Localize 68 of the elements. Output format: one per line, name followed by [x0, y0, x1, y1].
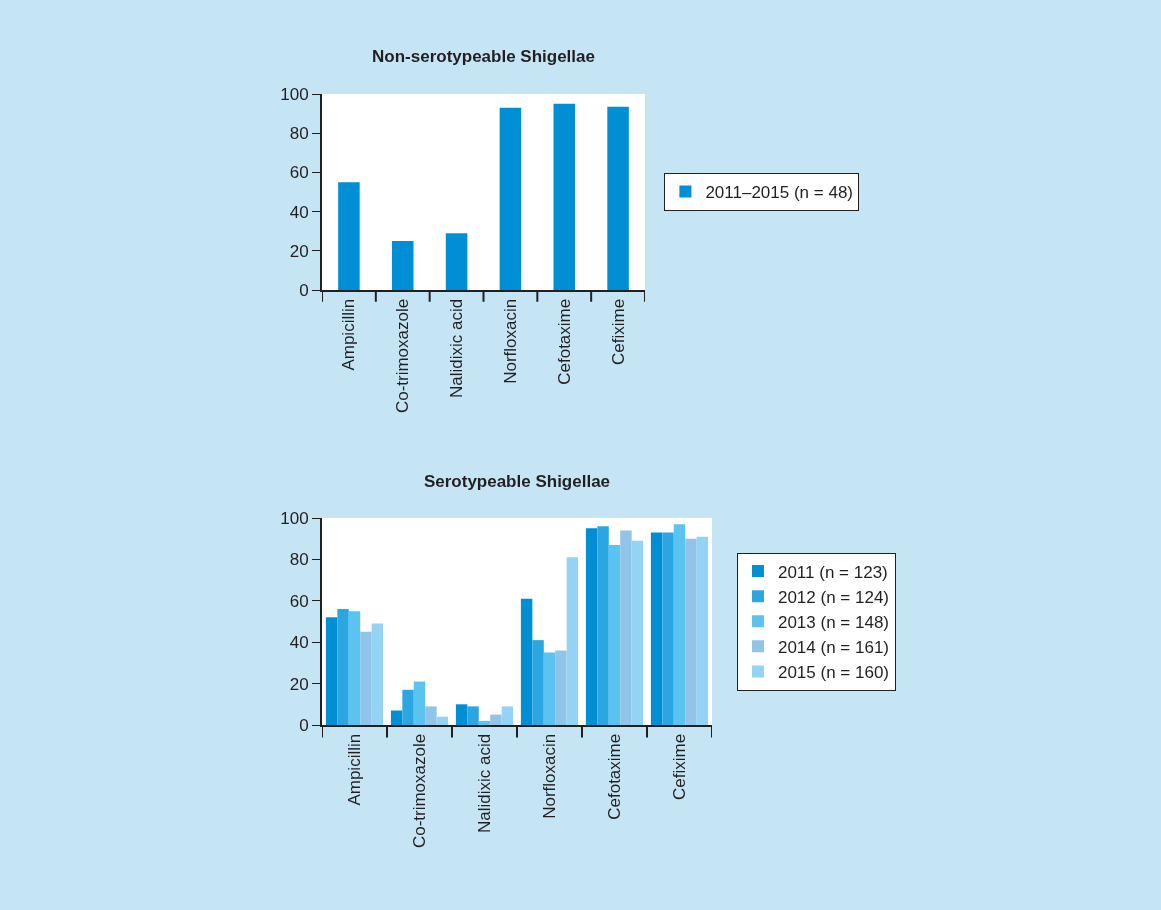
- bar: [555, 650, 567, 725]
- bar: [620, 530, 632, 725]
- bar: [348, 611, 361, 725]
- x-tick-label: Cefixime: [670, 733, 690, 800]
- legend-label: 2012 (n = 124): [777, 587, 890, 607]
- bar: [436, 716, 449, 725]
- y-tick-label: 0: [299, 715, 309, 735]
- chart-title: Non-serotypeable Shigellae: [372, 46, 595, 66]
- bar: [673, 524, 686, 725]
- bar: [685, 538, 697, 725]
- x-tick-label: Co-trimoxazole: [393, 298, 413, 414]
- bar: [608, 544, 621, 725]
- x-tick-label: Cefotaxime: [554, 298, 574, 385]
- x-tick-label: Cefixime: [608, 298, 628, 365]
- x-tick-label: Ampicillin: [339, 298, 359, 371]
- bar: [325, 617, 338, 725]
- bar: [445, 233, 468, 290]
- bar: [543, 652, 556, 725]
- bar: [585, 528, 598, 725]
- bar: [390, 710, 403, 725]
- bar: [597, 526, 609, 725]
- bar: [501, 706, 514, 725]
- bar: [338, 182, 360, 290]
- bar: [532, 640, 544, 725]
- y-tick-label: 60: [289, 591, 309, 611]
- y-tick-label: 80: [289, 124, 309, 144]
- bar: [425, 706, 437, 725]
- y-tick-label: 100: [280, 508, 309, 528]
- x-tick-label: Nalidixic acid: [447, 298, 467, 398]
- bar: [490, 714, 502, 725]
- bar: [337, 609, 349, 725]
- x-tick-label: Cefotaxime: [605, 733, 625, 820]
- bar: [499, 107, 522, 290]
- legend-label: 2014 (n = 161): [777, 637, 890, 657]
- y-tick-label: 40: [289, 202, 309, 222]
- legend-label: 2013 (n = 148): [777, 612, 890, 632]
- bar: [520, 598, 533, 725]
- bar: [467, 706, 479, 725]
- y-tick-label: 40: [289, 633, 309, 653]
- bar: [566, 557, 579, 725]
- bar: [360, 631, 372, 725]
- bar: [371, 623, 384, 725]
- bar: [413, 681, 426, 725]
- legend-label: 2011 (n = 123): [777, 562, 888, 582]
- bar: [402, 689, 414, 725]
- bar: [607, 106, 629, 290]
- bar: [650, 532, 663, 725]
- bar: [455, 704, 468, 725]
- y-tick-label: 60: [289, 163, 309, 183]
- x-tick-label: Nalidixic acid: [475, 733, 495, 833]
- legend-label: 2015 (n = 160): [777, 663, 890, 683]
- x-tick-label: Norfloxacin: [500, 298, 520, 384]
- bar: [696, 536, 709, 725]
- x-tick-label: Norfloxacin: [540, 733, 560, 819]
- bar: [553, 103, 576, 290]
- y-tick-label: 20: [289, 241, 309, 261]
- y-tick-label: 0: [299, 280, 309, 300]
- bar: [391, 241, 414, 290]
- legend-label: 2011–2015 (n = 48): [705, 183, 854, 203]
- x-tick-label: Co-trimoxazole: [410, 733, 430, 849]
- y-tick-label: 80: [289, 550, 309, 570]
- chart-title: Serotypeable Shigellae: [423, 471, 611, 491]
- bar: [662, 532, 674, 725]
- y-tick-label: 100: [280, 84, 309, 104]
- x-tick-label: Ampicillin: [345, 733, 365, 806]
- bar: [631, 540, 644, 725]
- bar: [478, 720, 491, 725]
- y-tick-label: 20: [289, 674, 309, 694]
